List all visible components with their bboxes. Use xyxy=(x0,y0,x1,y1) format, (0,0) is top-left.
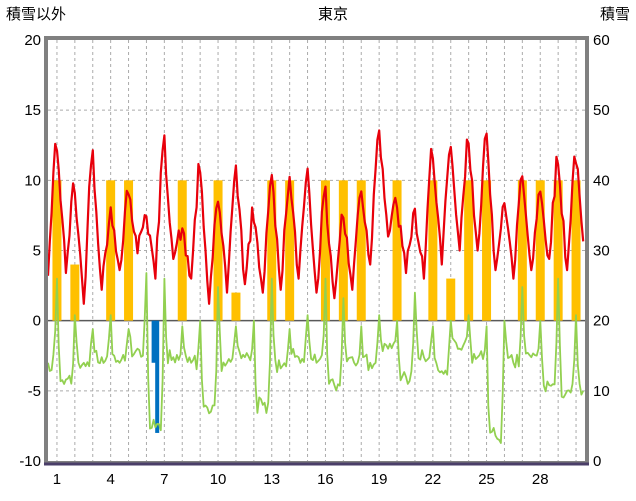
x-tick-label: 13 xyxy=(263,471,280,488)
red-line xyxy=(48,129,585,305)
orange-bar xyxy=(267,180,277,321)
orange-bar xyxy=(231,292,241,321)
y-tick-label-right: 20 xyxy=(593,313,610,330)
y-tick-label-left: 20 xyxy=(24,32,41,49)
x-tick-label: 19 xyxy=(371,471,388,488)
orange-bar xyxy=(553,180,563,321)
y-tick-label-right: 60 xyxy=(593,32,610,49)
green-line xyxy=(48,272,585,444)
y-tick-label-right: 50 xyxy=(593,102,610,119)
y-tick-label-left: 15 xyxy=(24,102,41,119)
chart-title: 東京 xyxy=(317,6,348,23)
orange-bar xyxy=(106,180,116,321)
left-axis-title: 積雪以外 xyxy=(6,6,67,23)
blue-bar xyxy=(155,320,160,433)
orange-bar xyxy=(428,180,438,321)
orange-bar xyxy=(124,180,134,321)
plot-frame xyxy=(44,36,589,466)
right-axis-title: 積雪 xyxy=(599,6,630,23)
orange-bar xyxy=(517,180,527,321)
bars-group xyxy=(52,180,581,433)
y-tick-label-left: 5 xyxy=(33,243,41,260)
x-tick-label: 28 xyxy=(532,471,549,488)
orange-bar xyxy=(338,180,348,321)
orange-bar xyxy=(70,264,80,321)
y-tick-label-left: 10 xyxy=(24,172,41,189)
orange-bar xyxy=(213,180,223,321)
orange-bar xyxy=(356,180,366,321)
y-tick-label-right: 30 xyxy=(593,243,610,260)
x-tick-label: 10 xyxy=(210,471,227,488)
gridlines-group xyxy=(48,40,585,461)
y-tick-label-left: -10 xyxy=(19,453,41,470)
y-tick-label-right: 10 xyxy=(593,383,610,400)
x-tick-label: 4 xyxy=(106,471,114,488)
orange-bar xyxy=(464,180,474,321)
y-tick-label-right: 40 xyxy=(593,172,610,189)
orange-bar xyxy=(535,180,545,321)
orange-bar xyxy=(52,180,62,321)
orange-bar xyxy=(392,180,402,321)
y-tick-label-right: 0 xyxy=(593,453,601,470)
x-tick-label: 22 xyxy=(425,471,442,488)
y-tick-label-left: -5 xyxy=(28,383,41,400)
x-tick-label: 16 xyxy=(317,471,334,488)
x-tick-label: 7 xyxy=(160,471,168,488)
orange-bar xyxy=(285,180,295,321)
orange-bar xyxy=(177,180,187,321)
orange-bar xyxy=(446,278,456,321)
blue-bar xyxy=(151,320,156,363)
chart-header: 積雪以外 東京 積雪 xyxy=(0,6,636,24)
x-tick-label: 25 xyxy=(478,471,495,488)
x-tick-label: 1 xyxy=(53,471,61,488)
orange-bar xyxy=(482,180,492,321)
lines-group xyxy=(48,129,585,444)
y-tick-label-left: 0 xyxy=(33,313,41,330)
orange-bar xyxy=(571,180,581,321)
orange-bar xyxy=(320,180,330,321)
